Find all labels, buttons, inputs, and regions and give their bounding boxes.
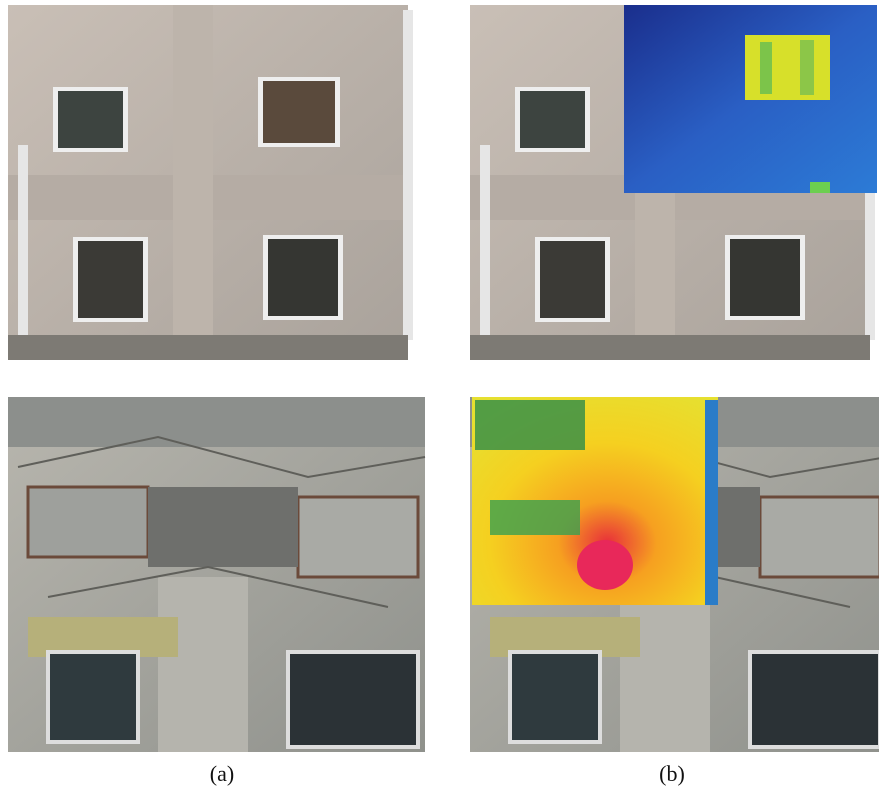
panel-b-top: [470, 5, 877, 360]
panel-a-bottom: [8, 397, 425, 752]
figure: (a) (b): [0, 0, 879, 795]
thermal-hotspot: [745, 35, 830, 100]
panel-a-top: [8, 5, 413, 360]
panel-b-bottom: [470, 397, 879, 752]
caption: (b): [659, 761, 685, 786]
caption: (a): [210, 761, 234, 786]
